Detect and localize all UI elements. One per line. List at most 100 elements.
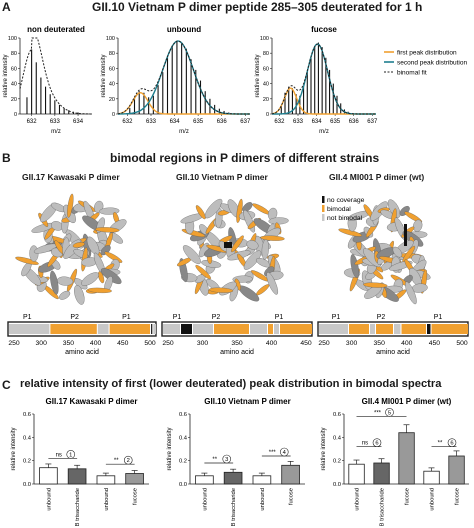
x-tick-label: 636 [349,119,360,125]
y-axis-label: relative intensity [255,54,261,97]
binomial-fit-curve [271,43,376,115]
sequence-segment-notbi [153,324,156,334]
data-bar [125,473,144,485]
chart-title: GII.17 Kawasaki P dimer [46,397,138,406]
ribbon-segment [231,235,244,253]
significance-label: ** [114,458,119,464]
structure-mi001-bottom [343,245,431,305]
y-axis-label: relative intensity [3,54,9,97]
amino-acid-tick: 450 [429,340,441,347]
sequence-segment-bimodal [401,324,426,334]
amino-acid-tick: 500 [144,340,156,347]
amino-acid-tick: 300 [346,340,358,347]
amino-acid-tick: 250 [318,340,330,347]
sequence-segment-notbi [163,324,180,334]
y-tick-label: 0.4 [179,435,188,441]
comparison-number-circle [385,408,394,417]
amino-acid-tick: 400 [401,340,413,347]
ribbon-segment [256,284,270,296]
data-bar [96,475,116,485]
data-bar [67,468,87,485]
ribbon-segment [81,272,99,286]
y-tick-label: 0 [112,112,115,118]
domain-label: P2 [70,314,79,321]
x-tick-label: 632 [122,119,133,125]
x-tick-label: 633 [146,119,157,125]
sequence-segment-notbi [394,324,401,334]
comparison-number: 3 [225,457,228,463]
amino-acid-tick: 450 [300,340,312,347]
y-tick-label: 40 [109,82,115,88]
first-peak-curve [117,91,250,115]
chart-title: GII.10 Vietnam P dimer [204,397,290,406]
ribbon-segment [195,205,206,220]
y-tick-label: 100 [8,36,17,42]
chart-title: fucose [311,25,337,34]
comparison-number-circle [222,454,232,464]
y-tick-label: 20 [11,97,17,103]
comparison-number: 4 [283,450,287,456]
ribbon-segment [246,240,259,250]
significance-label: ** [438,441,443,447]
sequence-segment-notbi [370,324,375,334]
x-axis-label: m/z [51,129,61,135]
x-axis-label: amino acid [65,349,99,356]
chart-title: non deuterated [27,25,85,34]
sequence-segment-bimodal [376,324,393,334]
amino-acid-tick: 400 [266,340,278,347]
category-label: fucose [133,488,139,505]
structure-vietnam-bottom [177,235,284,302]
domain-label: P1 [434,314,443,321]
panel-a-title: GII.10 Vietnam P dimer peptide 285–305 d… [92,0,423,14]
data-bar [398,432,415,485]
amino-acid-tick: 500 [456,340,468,347]
panel-b-letter: B [2,151,11,165]
significance-label: *** [374,410,382,416]
significance-label: ** [212,457,217,463]
structure-kawasaki-bottom [15,236,123,305]
second-peak-curve [118,40,250,115]
y-axis-label: relative intensity [167,427,173,470]
amino-acid-tick: 400 [90,340,102,347]
ribbon-segment [195,265,211,280]
ribbon-segment [236,198,243,223]
y-tick-label: 0.4 [23,435,32,441]
ribbon-segment [405,281,417,305]
comparison-number-circle [66,450,76,459]
ribbon-segment [59,290,71,300]
x-axis-label: amino acid [376,349,410,356]
comparison-number: 2 [127,458,130,464]
category-label: unbound [104,488,110,511]
panel-c-letter: C [2,378,11,392]
second-peak-curve [272,43,376,115]
x-axis-label: amino acid [220,349,254,356]
ribbon-segment [50,270,59,295]
amino-acid-tick: 300 [197,340,209,347]
category-label: B trisaccharide [380,488,386,526]
x-tick-label: 632 [274,119,285,125]
significance-label: ns [56,452,62,458]
comparison-number: 6 [375,441,378,447]
comparison-number-circle [447,438,457,447]
binomial-fit-curve [19,37,92,115]
x-tick-label: 635 [193,119,204,125]
x-tick-label: 636 [217,119,228,125]
significance-label: *** [269,450,277,456]
sequence-segment-nocov [181,324,192,334]
panel-a-charts: non deuterated 0 20 40 60 80 100 632 633 634 m/z re… [3,25,467,135]
category-label: unbound [46,488,52,511]
category-label: B trisaccharide [75,488,81,526]
panel-c-charts: GII.17 Kawasaki P dimer 0.0 0.2 0.4 0.6 relat… [11,397,469,526]
sequence-segment-bimodal [268,324,273,334]
sequence-segment-nocov [151,324,153,334]
sequence-segment-notbi [97,324,109,334]
category-label: unbound [430,488,436,511]
domain-label: P2 [212,314,221,321]
sequence-segment-bimodal [280,324,312,334]
comparison-number-circle [372,438,382,447]
legend-label: no coverage [327,197,365,204]
legend-swatch [322,196,325,203]
ribbon-segment [67,193,74,218]
chart-title: GII.4 MI001 P dimer (wt) [362,397,452,406]
y-tick-label: 0.0 [333,482,341,488]
